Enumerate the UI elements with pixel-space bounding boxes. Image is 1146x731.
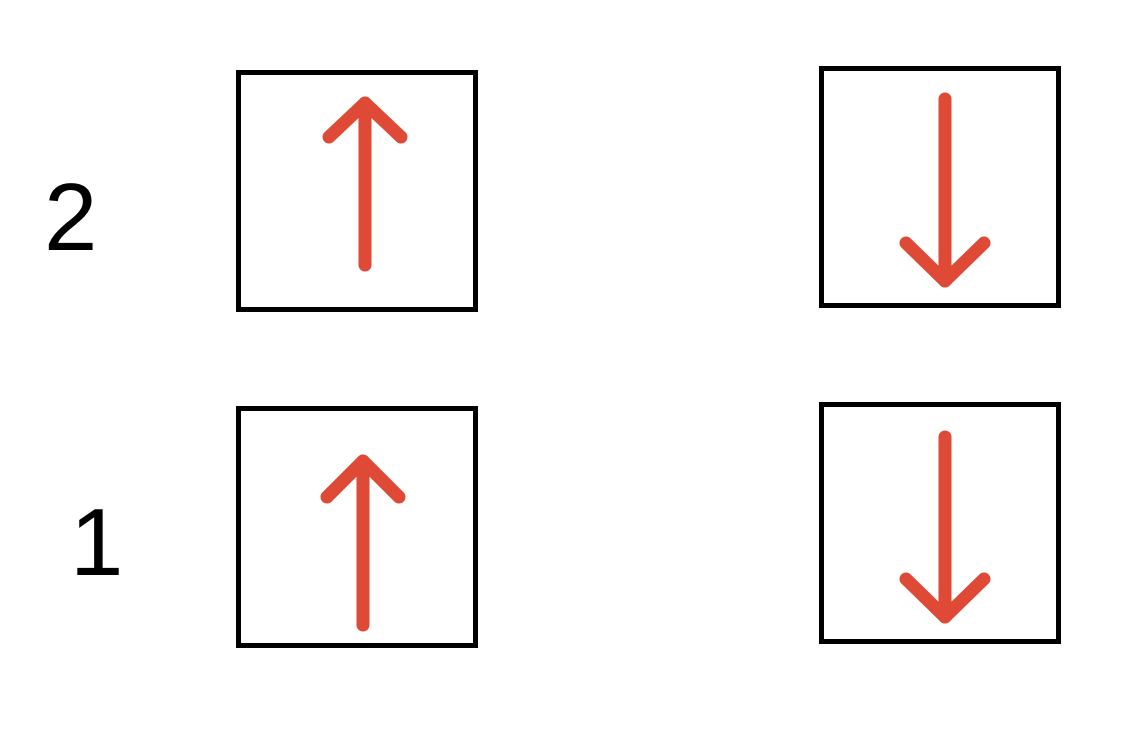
row-label-2: 2 xyxy=(44,164,98,271)
arrow-up-icon xyxy=(320,454,406,632)
arrow-down-icon xyxy=(899,92,991,288)
cell-row-2-down xyxy=(819,66,1061,308)
arrow-down-icon xyxy=(899,430,991,624)
cell-row-1-down xyxy=(819,402,1061,644)
cell-row-2-up xyxy=(236,70,478,312)
row-label-1: 1 xyxy=(70,489,124,596)
arrow-up-icon xyxy=(322,96,408,272)
cell-row-1-up xyxy=(236,406,478,648)
